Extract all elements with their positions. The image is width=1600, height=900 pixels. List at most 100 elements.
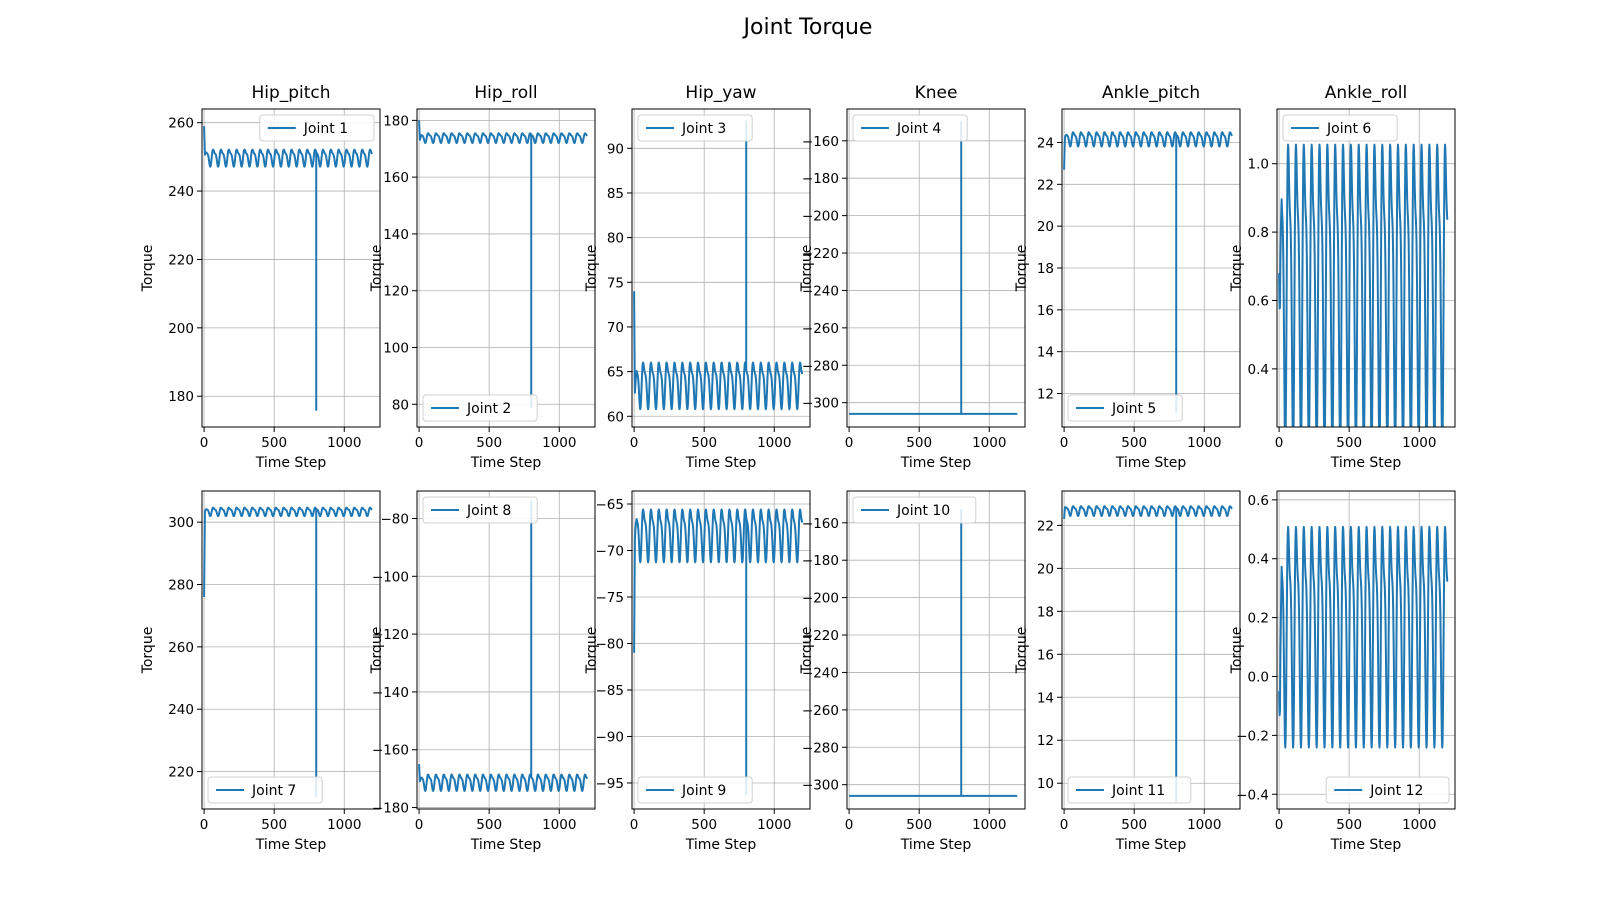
series-line-joint-10 <box>848 508 1019 797</box>
y-tick-label: 180 <box>383 113 409 129</box>
y-axis-label: Torque <box>799 627 815 675</box>
x-tick-label: 1000 <box>1187 817 1221 833</box>
y-tick-label: 280 <box>168 578 194 594</box>
y-axis-label: Torque <box>140 627 156 675</box>
subplot-3: 0 500 1000 60 65 70 75 80 85 90 Hip_yaw Time Step To… <box>584 83 811 471</box>
axes-frame <box>1276 490 1456 810</box>
x-tick-label: 500 <box>691 435 717 451</box>
y-tick-label: 220 <box>168 765 194 781</box>
x-axis-label: Time Step <box>470 837 542 853</box>
subplot-12: 0 500 1000 0.6 0.4 0.2 0.0 −0.2 −0.4 Time Step Tor… <box>1229 490 1456 853</box>
y-tick-label: 70 <box>607 320 624 336</box>
legend-entry: Joint 10 <box>896 503 950 519</box>
x-tick-label: 500 <box>691 817 717 833</box>
y-tick-label: −65 <box>596 497 625 513</box>
x-tick-label: 500 <box>1336 817 1362 833</box>
y-tick-label: 0.4 <box>1248 552 1269 568</box>
x-axis-label: Time Step <box>1115 837 1187 853</box>
legend: Joint 1 <box>259 114 375 142</box>
y-tick-label: 18 <box>1037 261 1054 277</box>
x-axis-label: Time Step <box>1330 455 1402 471</box>
y-tick-label: 0.2 <box>1248 611 1269 627</box>
y-tick-label: −300 <box>802 396 839 412</box>
legend-box <box>259 114 375 142</box>
y-tick-label: −0.2 <box>1236 728 1269 744</box>
legend-box <box>1325 776 1450 804</box>
y-tick-label: −160 <box>802 516 839 532</box>
legend-box <box>1067 776 1192 804</box>
series-line-joint-3 <box>633 120 804 411</box>
x-tick-label: 0 <box>415 435 424 451</box>
series-line-joint-1 <box>203 126 374 411</box>
y-tick-label: 260 <box>168 640 194 656</box>
y-tick-label: −180 <box>372 801 409 817</box>
x-tick-label: 0 <box>630 817 639 833</box>
x-tick-label: 1000 <box>1402 817 1436 833</box>
legend: Joint 6 <box>1282 114 1398 142</box>
y-tick-label: 0.6 <box>1248 493 1269 509</box>
x-tick-label: 500 <box>1121 817 1147 833</box>
y-tick-label: −120 <box>372 627 409 643</box>
legend-box <box>1067 394 1183 422</box>
x-tick-label: 1000 <box>972 435 1006 451</box>
x-tick-label: 0 <box>845 435 854 451</box>
series-line-joint-4 <box>848 121 1019 415</box>
x-axis-label: Time Step <box>900 837 972 853</box>
y-tick-label: 16 <box>1037 647 1054 663</box>
y-tick-label: 12 <box>1037 733 1054 749</box>
y-tick-label: 240 <box>168 702 194 718</box>
y-tick-label: 220 <box>168 252 194 268</box>
axes-frame <box>631 108 811 428</box>
axes-frame <box>201 108 381 428</box>
y-axis-label: Torque <box>584 245 600 293</box>
y-tick-label: 12 <box>1037 387 1054 403</box>
x-tick-label: 0 <box>200 435 209 451</box>
legend-entry: Joint 8 <box>466 503 511 519</box>
y-tick-label: −80 <box>596 636 625 652</box>
y-tick-label: 60 <box>607 409 624 425</box>
x-tick-label: 0 <box>1275 435 1284 451</box>
x-axis-label: Time Step <box>685 837 757 853</box>
y-axis-label: Torque <box>1014 627 1030 675</box>
y-axis-label: Torque <box>369 627 385 675</box>
y-tick-label: 18 <box>1037 604 1054 620</box>
y-axis-label: Torque <box>140 245 156 293</box>
y-tick-label: 1.0 <box>1248 157 1269 173</box>
legend-box <box>422 496 538 524</box>
y-tick-label: −240 <box>802 665 839 681</box>
y-tick-label: −90 <box>596 729 625 745</box>
y-tick-label: −95 <box>596 776 625 792</box>
legend: Joint 7 <box>207 776 323 804</box>
x-tick-label: 500 <box>906 817 932 833</box>
x-tick-label: 1000 <box>1402 435 1436 451</box>
y-tick-label: 14 <box>1037 345 1054 361</box>
y-tick-label: 120 <box>383 284 409 300</box>
subplot-title: Ankle_pitch <box>1102 83 1200 103</box>
figure-title: Joint Torque <box>742 15 873 40</box>
subplot-title: Ankle_roll <box>1325 83 1407 103</box>
legend-entry: Joint 4 <box>896 121 941 137</box>
y-tick-label: 80 <box>607 231 624 247</box>
legend-entry: Joint 1 <box>303 121 348 137</box>
y-axis-label: Torque <box>799 245 815 293</box>
y-tick-label: 240 <box>168 184 194 200</box>
legend-entry: Joint 6 <box>1326 121 1371 137</box>
y-tick-label: 20 <box>1037 561 1054 577</box>
y-tick-label: −0.4 <box>1236 787 1269 803</box>
legend-entry: Joint 11 <box>1111 783 1165 799</box>
y-tick-label: −75 <box>596 590 625 606</box>
y-tick-label: −80 <box>381 511 410 527</box>
x-tick-label: 1000 <box>1187 435 1221 451</box>
legend-box <box>422 394 538 422</box>
y-axis-label: Torque <box>1229 245 1245 293</box>
y-tick-label: 180 <box>168 389 194 405</box>
legend: Joint 3 <box>637 114 753 142</box>
y-tick-label: 22 <box>1037 518 1054 534</box>
axes-frame <box>416 490 596 810</box>
x-axis-label: Time Step <box>470 455 542 471</box>
series-line-joint-9 <box>633 508 804 796</box>
x-tick-label: 500 <box>906 435 932 451</box>
legend-entry: Joint 7 <box>251 783 296 799</box>
